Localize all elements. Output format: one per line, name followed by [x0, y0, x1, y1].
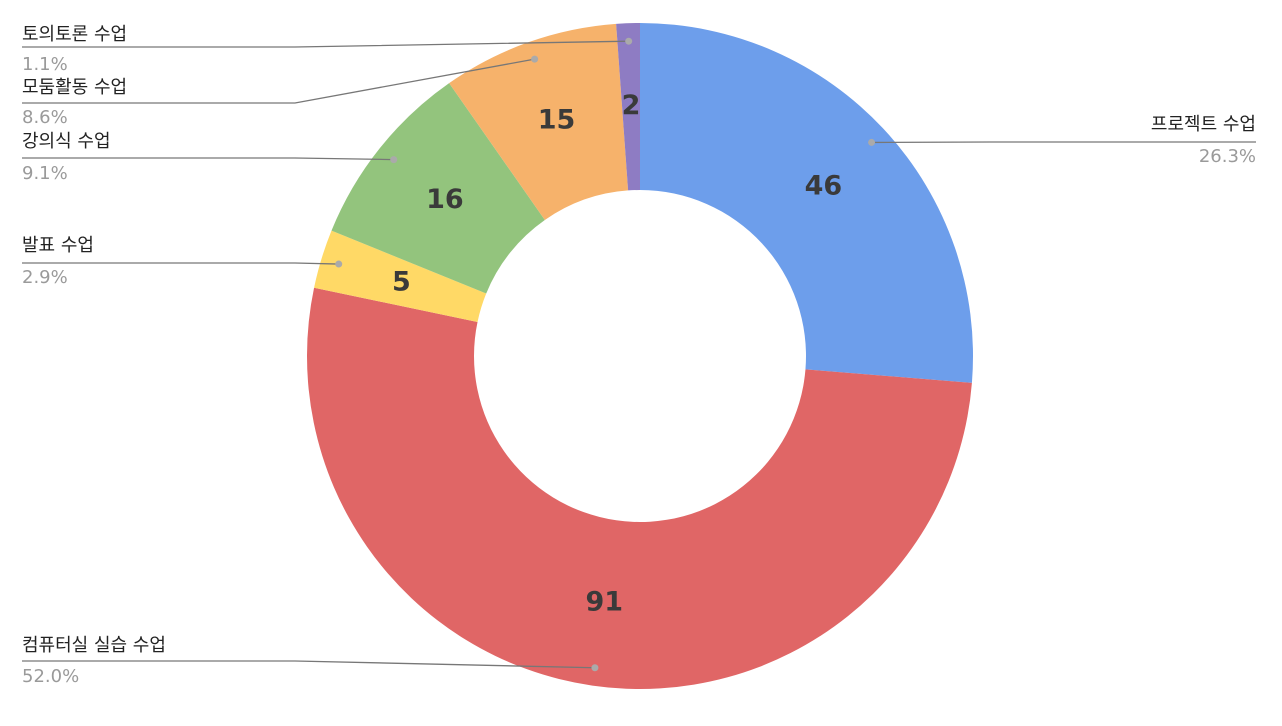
value-label: 16 [426, 184, 464, 215]
donut-slice [640, 23, 973, 383]
value-label: 2 [622, 90, 641, 121]
percent-label: 9.1% [22, 163, 68, 184]
percent-label: 2.9% [22, 267, 68, 288]
leader-line [22, 40, 629, 48]
category-label: 발표 수업 [22, 235, 94, 256]
donut-slice [616, 23, 640, 191]
leader-dot [868, 138, 876, 146]
value-label: 5 [392, 267, 411, 298]
leader-line [22, 660, 595, 669]
leader-dot [531, 55, 539, 63]
percent-label: 26.3% [1199, 146, 1256, 167]
leader-line [22, 262, 339, 265]
percent-label: 52.0% [22, 666, 79, 687]
donut-slice [331, 83, 545, 294]
category-label: 컴퓨터실 실습 수업 [22, 635, 166, 656]
category-label: 토의토론 수업 [22, 24, 127, 45]
category-label: 프로젝트 수업 [1151, 114, 1256, 135]
percent-label: 8.6% [22, 107, 68, 128]
leader-dot [390, 156, 398, 164]
category-label: 강의식 수업 [22, 131, 111, 152]
leader-line [22, 58, 535, 104]
leader-dot [625, 37, 633, 45]
leader-dot [591, 664, 599, 672]
donut-slice [314, 230, 487, 322]
value-label: 91 [586, 586, 624, 617]
donut-slice [449, 23, 629, 220]
value-label: 15 [538, 104, 576, 135]
value-label: 46 [805, 170, 843, 201]
leader-dot [335, 260, 343, 268]
category-label: 모둠활동 수업 [22, 77, 127, 98]
leader-line [22, 157, 394, 161]
percent-label: 1.1% [22, 54, 68, 75]
donut-slice [306, 287, 972, 690]
